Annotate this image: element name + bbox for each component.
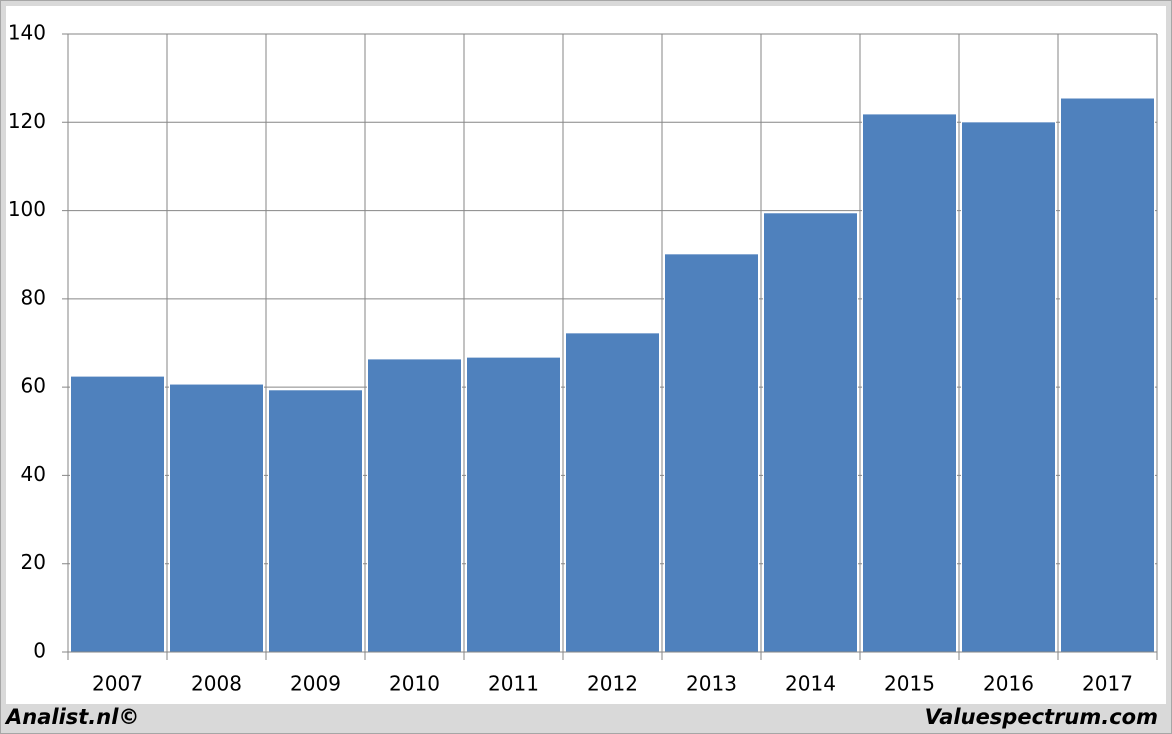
y-tick-label: 80	[21, 285, 46, 309]
x-tick-label: 2010	[389, 672, 440, 696]
x-tick-label: 2008	[191, 672, 242, 696]
x-tick-label: 2012	[587, 672, 638, 696]
y-tick-label: 0	[33, 639, 46, 663]
x-tick-label: 2013	[686, 672, 737, 696]
bar	[1060, 97, 1155, 653]
bar	[367, 358, 462, 653]
bar	[169, 383, 264, 653]
y-tick-label: 40	[21, 462, 46, 486]
x-tick-label: 2016	[983, 672, 1034, 696]
x-tick-label: 2009	[290, 672, 341, 696]
y-tick-label: 60	[21, 374, 46, 398]
y-tick-label: 120	[8, 109, 46, 133]
x-tick-label: 2014	[785, 672, 836, 696]
x-tick-label: 2017	[1082, 672, 1133, 696]
footer-right: Valuespectrum.com	[925, 705, 1158, 729]
y-tick-label: 20	[21, 550, 46, 574]
bar	[961, 121, 1056, 653]
footer-left: Analist.nl©	[4, 705, 139, 729]
bar	[466, 356, 561, 653]
bar	[70, 375, 165, 653]
y-tick-label: 140	[8, 21, 46, 45]
bar	[664, 253, 759, 653]
y-tick-label: 100	[8, 197, 46, 221]
x-tick-label: 2011	[488, 672, 539, 696]
x-tick-label: 2007	[92, 672, 143, 696]
x-tick-label: 2015	[884, 672, 935, 696]
bar	[763, 212, 858, 653]
bar	[268, 389, 363, 653]
bar	[862, 113, 957, 653]
bar	[565, 332, 660, 653]
